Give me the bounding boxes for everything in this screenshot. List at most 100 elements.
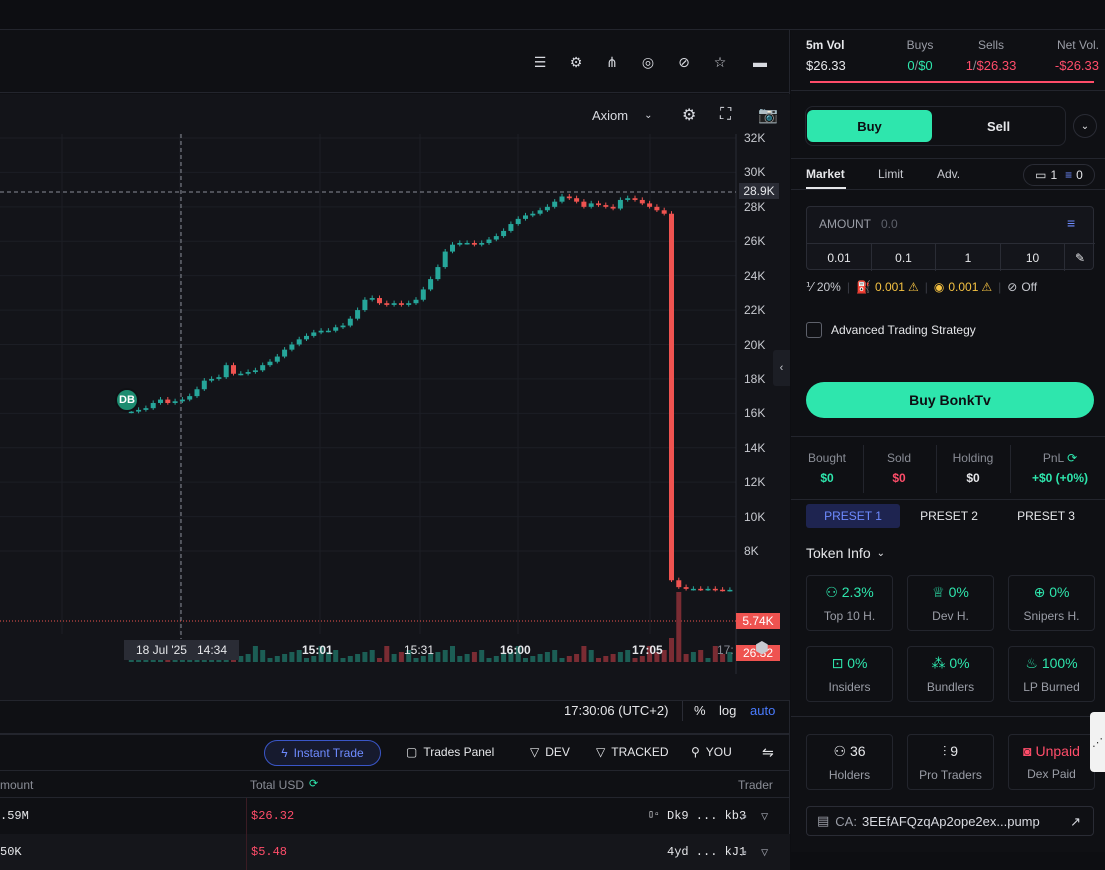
chart-source-select[interactable]: Axiom ⌄ xyxy=(592,104,653,126)
crosshair-price-label: 28.9K xyxy=(739,183,779,199)
volume-bar xyxy=(158,658,163,662)
trader-address[interactable]: 4yd ... kJ1 xyxy=(667,845,747,859)
volume-bar xyxy=(552,650,558,662)
star-icon[interactable]: ☆ xyxy=(713,53,727,70)
bundle-icon: ⁂ xyxy=(931,655,946,671)
external-link-icon[interactable]: ↗ xyxy=(740,846,748,860)
volume-bar xyxy=(530,656,536,662)
badge-icon: ◙ xyxy=(1023,743,1032,759)
candle xyxy=(515,218,521,225)
wallet-selector[interactable]: ▭ 1 ≡ 0 xyxy=(1023,164,1095,186)
card-label: Pro Traders xyxy=(919,768,982,782)
volume-bar xyxy=(574,654,580,662)
candle xyxy=(690,588,696,591)
contract-address-box[interactable]: ▤ CA: 3EEfAFQzqAp2ope2ex...pump ↗ xyxy=(806,806,1094,836)
collapse-panel-button[interactable]: ‹ xyxy=(773,350,790,386)
candle xyxy=(566,196,572,199)
table-row[interactable]: 50K $5.48 4yd ... kJ1 ↗ ▽ xyxy=(0,834,790,870)
filter-icon[interactable]: ▽ xyxy=(761,810,769,824)
candle xyxy=(654,206,660,211)
sold-stat: Sold $0 xyxy=(883,451,915,485)
col-total-usd: Total USD xyxy=(250,778,305,792)
token-info-header[interactable]: Token Info ⌄ xyxy=(806,545,885,561)
sliders-icon[interactable]: ⇋ xyxy=(762,744,774,760)
trade-settings-row[interactable]: ⅟ 20% | ⛽ 0.001 ⚠ | ◉ 0.001 ⚠ | ⊘ Off xyxy=(806,280,1037,294)
quick-amount-button[interactable]: 1 xyxy=(936,243,1001,271)
users-icon: ⚇ xyxy=(833,743,847,759)
percent-toggle[interactable]: % xyxy=(694,703,706,718)
trades-panel-button[interactable]: ▢ Trades Panel xyxy=(406,745,494,759)
hide-icon[interactable]: ⊘ xyxy=(678,53,690,70)
volume-bar xyxy=(712,646,718,662)
price-tick: 32K xyxy=(744,131,766,145)
divider xyxy=(246,798,247,834)
edit-icon[interactable]: ✎ xyxy=(1065,243,1095,271)
stack-icon[interactable]: ≡ xyxy=(1067,215,1076,231)
chart-marker-db[interactable]: DB xyxy=(115,388,139,412)
dev-holdings-card: ♕ 0% Dev H. xyxy=(907,575,994,631)
candle xyxy=(420,289,426,300)
buy-tab[interactable]: Buy xyxy=(807,110,932,142)
external-link-icon[interactable]: ↗ xyxy=(1070,814,1081,829)
dev-filter-button[interactable]: ▽ DEV xyxy=(530,745,570,759)
refresh-icon[interactable]: ⟳ xyxy=(1067,451,1078,465)
chevron-down-icon[interactable]: ⌄ xyxy=(1073,114,1097,138)
col-trader: Trader xyxy=(738,778,773,792)
volume-bar xyxy=(333,650,339,662)
volume-bar xyxy=(639,656,645,662)
time-tick: 15:31 xyxy=(404,643,435,657)
side-drawer-tab[interactable]: ⋰ xyxy=(1090,712,1105,772)
volume-bar xyxy=(420,656,426,662)
volume-bar xyxy=(690,652,696,662)
tracked-filter-button[interactable]: ▽ TRACKED xyxy=(596,745,669,759)
advanced-strategy-toggle[interactable]: Advanced Trading Strategy xyxy=(806,322,976,338)
filter-icon: ▽ xyxy=(596,745,606,759)
amount-input[interactable]: 0.0 xyxy=(881,217,898,231)
quick-amount-button[interactable]: 10 xyxy=(1001,243,1065,271)
external-link-icon[interactable]: ↗ xyxy=(740,810,748,824)
settings-hex-icon[interactable]: ⬢ xyxy=(755,640,769,657)
candle xyxy=(223,365,229,378)
candle xyxy=(442,251,448,268)
preset-2-tab[interactable]: PRESET 2 xyxy=(920,509,978,523)
divider xyxy=(791,716,1105,717)
filter-icon[interactable]: ▽ xyxy=(761,846,769,860)
instant-trade-button[interactable]: ϟ Instant Trade xyxy=(264,740,381,766)
sell-tab[interactable]: Sell xyxy=(986,118,1011,134)
eye-off-icon[interactable]: ◎ xyxy=(641,53,655,70)
tab-adv[interactable]: Adv. xyxy=(937,167,961,181)
buy-token-button[interactable]: Buy BonkTv xyxy=(806,382,1094,418)
quick-amount-button[interactable]: 0.01 xyxy=(807,243,872,271)
wallet-count: 1 xyxy=(1050,168,1058,182)
list-count: 0 xyxy=(1076,168,1083,182)
log-toggle[interactable]: log xyxy=(719,703,737,718)
table-row[interactable]: .59M $26.32 ▯▫ Dk9 ... kb3 ↗ ▽ xyxy=(0,798,790,834)
tab-limit[interactable]: Limit xyxy=(878,167,904,181)
chart-settings-icon[interactable]: ⚙ xyxy=(682,107,697,124)
you-filter-button[interactable]: ⚲ YOU xyxy=(691,745,732,759)
card-value: 2.3% xyxy=(841,584,874,600)
tab-market[interactable]: Market xyxy=(806,167,845,181)
candle xyxy=(581,201,587,207)
bribe-value: 0.001 xyxy=(948,280,979,294)
advanced-checkbox[interactable] xyxy=(806,322,822,338)
gas-icon: ⛽ xyxy=(855,280,871,294)
share-icon[interactable]: ⋔ xyxy=(606,53,618,70)
price-chart[interactable]: Axiom ⌄ ⚙ ⛶ 📷 32K 30K 28K 26K 24K 22K 20K 18K 16… xyxy=(0,94,790,700)
price-tick: 24K xyxy=(744,268,766,283)
volume-bar xyxy=(523,658,528,662)
refresh-icon[interactable]: ⟳ xyxy=(309,778,319,790)
fullscreen-icon[interactable]: ⛶ xyxy=(720,106,732,123)
preset-1-tab[interactable]: PRESET 1 xyxy=(806,504,900,528)
candle xyxy=(150,403,156,409)
auto-toggle[interactable]: auto xyxy=(750,703,776,718)
list-icon[interactable]: ☰ xyxy=(533,53,547,70)
trader-address[interactable]: Dk9 ... kb3 xyxy=(667,809,747,823)
quick-amount-button[interactable]: 0.1 xyxy=(872,243,936,271)
save-icon[interactable]: ▬ xyxy=(753,54,767,70)
gear-icon[interactable]: ⚙ xyxy=(569,53,583,70)
camera-icon[interactable]: 📷 xyxy=(758,107,778,124)
preset-3-tab[interactable]: PRESET 3 xyxy=(1017,509,1075,523)
volume-bar xyxy=(479,650,485,662)
volume-bar xyxy=(304,658,309,662)
